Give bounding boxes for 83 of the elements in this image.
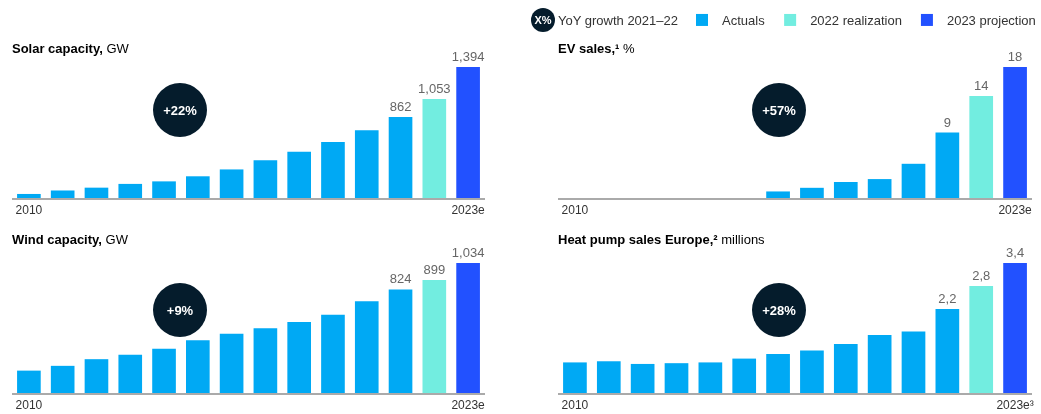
bar bbox=[833, 181, 858, 198]
bar bbox=[456, 67, 480, 198]
chart-title: Wind capacity, GW bbox=[12, 231, 129, 247]
chart-title: EV sales,¹ % bbox=[558, 40, 636, 56]
bar bbox=[84, 359, 109, 393]
x-tick-label: 2010 bbox=[561, 202, 589, 217]
legend-label: 2022 realization bbox=[810, 13, 902, 29]
bar bbox=[84, 187, 109, 198]
bar bbox=[800, 350, 824, 393]
bar bbox=[732, 358, 757, 393]
bar bbox=[253, 328, 278, 393]
x-tick-label: 2023e³ bbox=[996, 397, 1034, 412]
bar bbox=[969, 285, 994, 393]
bar bbox=[287, 321, 311, 393]
x-tick-label: 2023e bbox=[998, 202, 1033, 217]
bar bbox=[969, 96, 994, 198]
bar bbox=[901, 163, 926, 198]
bar bbox=[321, 142, 345, 198]
bar bbox=[152, 348, 176, 393]
bar bbox=[1003, 67, 1027, 198]
bar bbox=[800, 187, 824, 198]
bar bbox=[354, 301, 379, 393]
bar bbox=[766, 354, 790, 393]
x-tick-label: 2023e bbox=[451, 397, 486, 412]
legend-label: 2023 projection bbox=[946, 13, 1036, 29]
data-label: 899 bbox=[423, 261, 446, 277]
data-label: 1,034 bbox=[451, 245, 485, 260]
bar bbox=[901, 331, 926, 393]
bar bbox=[253, 160, 278, 198]
bar bbox=[563, 362, 587, 393]
bar bbox=[766, 191, 790, 198]
text: YoY growth 2021–22 bbox=[558, 12, 678, 28]
x-tick-label: 2010 bbox=[15, 202, 43, 217]
bar bbox=[219, 169, 244, 198]
data-label: 824 bbox=[389, 271, 412, 287]
bar bbox=[422, 279, 447, 393]
legend-label: Actuals bbox=[722, 13, 766, 29]
bar bbox=[630, 363, 655, 393]
bar bbox=[17, 193, 41, 198]
bar bbox=[50, 190, 75, 198]
bar bbox=[935, 132, 960, 198]
bar bbox=[935, 308, 960, 393]
data-label: 14 bbox=[973, 78, 989, 94]
bar bbox=[118, 354, 143, 393]
bar bbox=[219, 333, 244, 393]
circle-badge: +57% bbox=[752, 83, 806, 137]
data-label: 2,2 bbox=[938, 290, 957, 306]
bar bbox=[152, 181, 176, 198]
data-label: 1,394 bbox=[451, 49, 485, 64]
x-tick-label: 2010 bbox=[15, 397, 43, 412]
bar bbox=[664, 363, 689, 393]
chart-title: Solar capacity, GW bbox=[12, 40, 130, 56]
bar bbox=[867, 334, 892, 393]
data-label: 2,8 bbox=[972, 267, 991, 283]
data-label: 1,053 bbox=[418, 81, 451, 97]
bar bbox=[596, 361, 621, 393]
circle-badge: +9% bbox=[153, 283, 207, 337]
bar bbox=[321, 314, 345, 393]
bar bbox=[118, 183, 143, 198]
bar bbox=[422, 99, 447, 198]
bar bbox=[1003, 263, 1027, 393]
x-tick-label: 2023e bbox=[451, 202, 486, 217]
data-label: 18 bbox=[1007, 49, 1023, 64]
bar bbox=[50, 365, 75, 393]
bar bbox=[833, 344, 858, 393]
x-tick-label: 2010 bbox=[561, 397, 589, 412]
circle-badge: X% bbox=[531, 8, 555, 32]
data-label: 9 bbox=[943, 114, 951, 130]
chart-title: Heat pump sales Europe,² millions bbox=[558, 231, 766, 247]
circle-badge: +22% bbox=[153, 83, 207, 137]
bar bbox=[698, 362, 723, 393]
data-label: 3,4 bbox=[1006, 245, 1025, 260]
bar bbox=[388, 116, 413, 198]
bar bbox=[456, 263, 480, 393]
bar bbox=[186, 340, 210, 393]
bar bbox=[17, 370, 41, 393]
bar bbox=[287, 151, 311, 198]
circle-badge: +28% bbox=[752, 283, 806, 337]
bar bbox=[354, 130, 379, 198]
bar bbox=[186, 176, 210, 198]
bar bbox=[867, 179, 892, 198]
bar bbox=[388, 289, 413, 393]
data-label: 862 bbox=[389, 98, 412, 114]
